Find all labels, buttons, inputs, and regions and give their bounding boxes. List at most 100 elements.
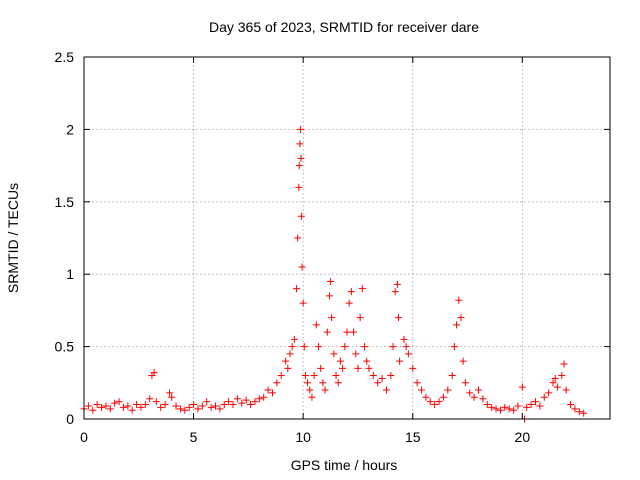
- data-point: [194, 405, 202, 413]
- data-point: [396, 357, 404, 365]
- data-point: [198, 402, 206, 410]
- data-point: [356, 314, 364, 322]
- data-point: [343, 328, 351, 336]
- data-point: [207, 403, 215, 411]
- data-point: [374, 379, 382, 387]
- data-point: [157, 403, 165, 411]
- data-point: [310, 372, 318, 380]
- data-point: [301, 372, 309, 380]
- data-point: [393, 280, 401, 288]
- data-point: [299, 299, 307, 307]
- data-point: [290, 335, 298, 343]
- data-point: [389, 343, 397, 351]
- data-point: [426, 398, 434, 406]
- data-point: [369, 372, 377, 380]
- data-point: [549, 379, 557, 387]
- data-point: [545, 389, 553, 397]
- data-point: [354, 364, 362, 372]
- data-point: [172, 402, 180, 410]
- data-point: [479, 395, 487, 403]
- data-point: [296, 140, 304, 148]
- data-point: [165, 389, 173, 397]
- data-point: [312, 321, 320, 329]
- data-point: [288, 343, 296, 351]
- data-point: [402, 343, 410, 351]
- data-points: [80, 125, 588, 423]
- data-point: [308, 393, 316, 401]
- data-point: [518, 383, 526, 391]
- data-point: [457, 314, 465, 322]
- data-point: [435, 398, 443, 406]
- data-point: [580, 409, 588, 417]
- data-point: [358, 285, 366, 293]
- data-point: [84, 402, 92, 410]
- data-point: [325, 292, 333, 300]
- data-point: [297, 154, 305, 162]
- y-tick-label: 1.5: [55, 194, 75, 210]
- data-point: [531, 398, 539, 406]
- data-point: [334, 379, 342, 387]
- data-point: [284, 364, 292, 372]
- data-point: [295, 162, 303, 170]
- data-point: [404, 350, 412, 358]
- data-point: [233, 395, 241, 403]
- plot-frame: [83, 56, 611, 420]
- x-tick-label: 10: [295, 429, 311, 445]
- data-point: [260, 393, 268, 401]
- y-axis-label: SRMTID / TECUs: [5, 183, 21, 293]
- data-point: [297, 125, 305, 133]
- data-point: [106, 405, 114, 413]
- data-point: [448, 372, 456, 380]
- data-point: [347, 288, 355, 296]
- data-point: [475, 386, 482, 394]
- data-point: [298, 263, 306, 271]
- data-point: [238, 399, 246, 407]
- data-point: [294, 234, 302, 242]
- data-point: [395, 314, 403, 322]
- y-tick-label: 2.5: [55, 49, 75, 65]
- data-point: [413, 379, 421, 387]
- data-point: [439, 393, 447, 401]
- data-point: [321, 386, 329, 394]
- x-axis-label: GPS time / hours: [291, 457, 398, 473]
- data-point: [575, 408, 583, 416]
- ticks: 0 0.5 1 1.5 2 2.5 0 5 10 15 20: [55, 49, 610, 445]
- data-point: [551, 374, 559, 382]
- data-point: [560, 360, 568, 368]
- data-point: [558, 372, 566, 380]
- data-point: [409, 364, 417, 372]
- data-point: [571, 405, 579, 413]
- data-point: [306, 386, 314, 394]
- data-point: [242, 396, 250, 404]
- data-point: [304, 379, 312, 387]
- x-tick-label: 5: [190, 429, 198, 445]
- data-point: [527, 401, 535, 409]
- data-point: [488, 403, 496, 411]
- data-point: [361, 343, 369, 351]
- data-point: [352, 350, 360, 358]
- data-point: [378, 374, 386, 382]
- data-point: [323, 328, 331, 336]
- data-point: [339, 364, 347, 372]
- data-point: [176, 405, 184, 413]
- data-point: [330, 350, 338, 358]
- data-point: [453, 321, 461, 329]
- data-point: [161, 401, 169, 409]
- data-point: [93, 401, 101, 409]
- data-point: [225, 398, 233, 406]
- data-point: [264, 386, 272, 394]
- data-point: [297, 212, 305, 220]
- data-point: [510, 406, 518, 414]
- data-point: [212, 402, 219, 410]
- data-point: [514, 402, 522, 410]
- data-point: [190, 401, 198, 409]
- data-point: [459, 357, 467, 365]
- grid: [84, 57, 610, 419]
- data-point: [391, 288, 399, 296]
- data-point: [461, 379, 469, 387]
- data-point: [282, 357, 290, 365]
- data-point: [286, 350, 294, 358]
- data-point: [185, 403, 193, 411]
- data-point: [350, 328, 358, 336]
